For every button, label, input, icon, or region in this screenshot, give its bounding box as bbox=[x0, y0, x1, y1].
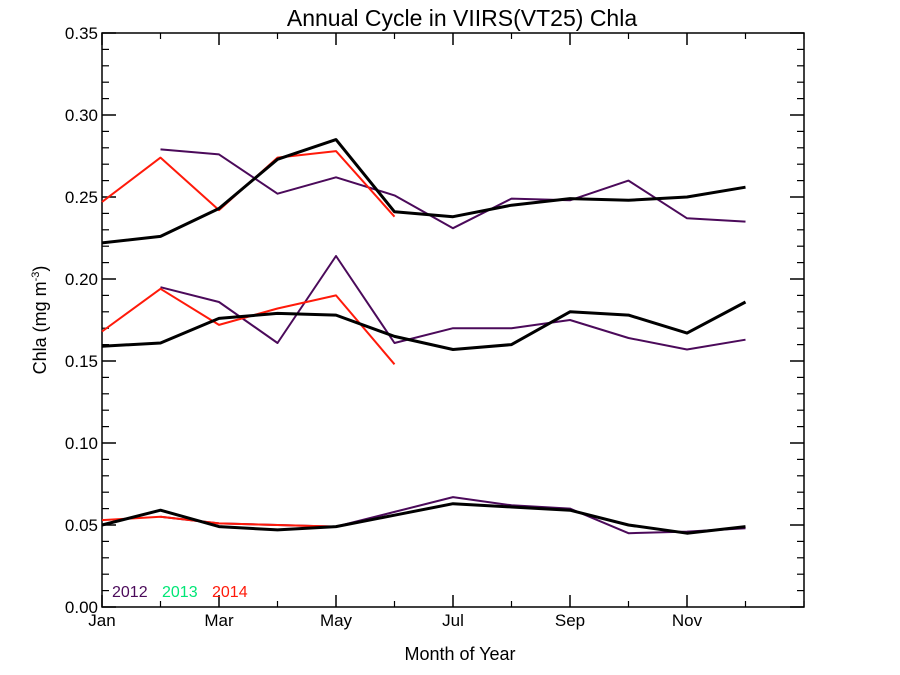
x-axis-ticks: Jan Mar May Jul Sep Nov bbox=[88, 33, 805, 630]
plot-frame bbox=[101, 32, 805, 608]
y-axis-label: Chla (mg m-3) bbox=[30, 266, 50, 375]
legend-entry-2013: 2013 bbox=[162, 584, 198, 601]
series-line-middle-mean bbox=[101, 300, 747, 351]
legend: 2012 2013 2014 bbox=[112, 584, 248, 601]
y-tick-label: 0.05 bbox=[65, 516, 98, 535]
x-tick-label: May bbox=[320, 611, 353, 630]
series-line-upper-mean bbox=[101, 138, 746, 245]
x-tick-label: Mar bbox=[204, 611, 234, 630]
y-tick-label: 0.25 bbox=[65, 188, 98, 207]
y-axis-ticks: 0.00 0.05 0.10 0.15 0.20 0.25 0.30 0.35 bbox=[65, 24, 804, 617]
y-tick-label: 0.00 bbox=[65, 598, 98, 617]
series-layer bbox=[101, 138, 747, 535]
chart-title: Annual Cycle in VIIRS(VT25) Chla bbox=[287, 5, 637, 31]
x-tick-label: Jul bbox=[442, 611, 464, 630]
y-tick-label: 0.10 bbox=[65, 434, 98, 453]
legend-entry-2012: 2012 bbox=[112, 584, 148, 601]
y-axis-label-superscript: -3 bbox=[30, 272, 42, 282]
y-tick-label: 0.35 bbox=[65, 24, 98, 43]
x-axis-label: Month of Year bbox=[404, 644, 515, 664]
series-line-middle-2014 bbox=[101, 287, 396, 365]
series-line-middle-2012 bbox=[160, 255, 746, 351]
y-tick-label: 0.30 bbox=[65, 106, 98, 125]
series-line-upper-2012 bbox=[160, 148, 746, 230]
series-line-lower-mean bbox=[101, 502, 746, 535]
series-line-lower-2014 bbox=[101, 515, 337, 528]
x-tick-label: Jan bbox=[88, 611, 115, 630]
x-tick-label: Sep bbox=[555, 611, 585, 630]
legend-entry-2014: 2014 bbox=[212, 584, 248, 601]
y-tick-label: 0.15 bbox=[65, 352, 98, 371]
x-tick-label: Nov bbox=[672, 611, 703, 630]
y-tick-label: 0.20 bbox=[65, 270, 98, 289]
y-axis-label-close: ) bbox=[30, 266, 50, 272]
y-axis-label-main: Chla (mg m bbox=[30, 281, 50, 374]
